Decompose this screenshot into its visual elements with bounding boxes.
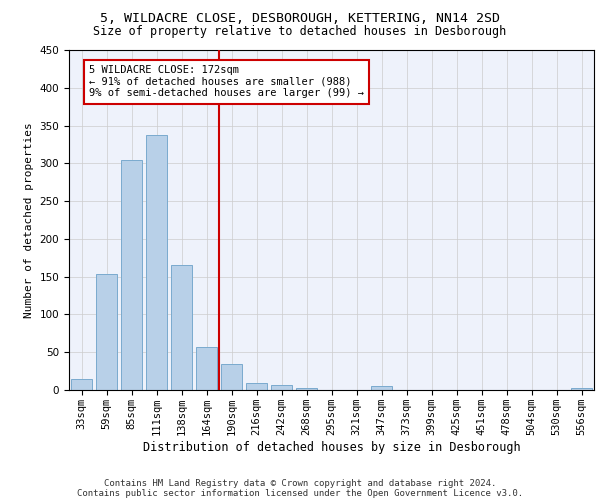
- Bar: [271, 384, 292, 390]
- Bar: [296, 388, 317, 390]
- Text: 5, WILDACRE CLOSE, DESBOROUGH, KETTERING, NN14 2SD: 5, WILDACRE CLOSE, DESBOROUGH, KETTERING…: [100, 12, 500, 26]
- Bar: [196, 347, 217, 390]
- Bar: [571, 388, 592, 390]
- Bar: [371, 386, 392, 390]
- Bar: [121, 160, 142, 390]
- Bar: [71, 378, 92, 390]
- Bar: [171, 266, 192, 390]
- Bar: [221, 364, 242, 390]
- Text: Contains public sector information licensed under the Open Government Licence v3: Contains public sector information licen…: [77, 488, 523, 498]
- Bar: [146, 134, 167, 390]
- Y-axis label: Number of detached properties: Number of detached properties: [24, 122, 34, 318]
- X-axis label: Distribution of detached houses by size in Desborough: Distribution of detached houses by size …: [143, 440, 520, 454]
- Bar: [246, 383, 267, 390]
- Bar: [96, 274, 117, 390]
- Text: 5 WILDACRE CLOSE: 172sqm
← 91% of detached houses are smaller (988)
9% of semi-d: 5 WILDACRE CLOSE: 172sqm ← 91% of detach…: [89, 65, 364, 98]
- Text: Contains HM Land Registry data © Crown copyright and database right 2024.: Contains HM Land Registry data © Crown c…: [104, 478, 496, 488]
- Text: Size of property relative to detached houses in Desborough: Size of property relative to detached ho…: [94, 25, 506, 38]
